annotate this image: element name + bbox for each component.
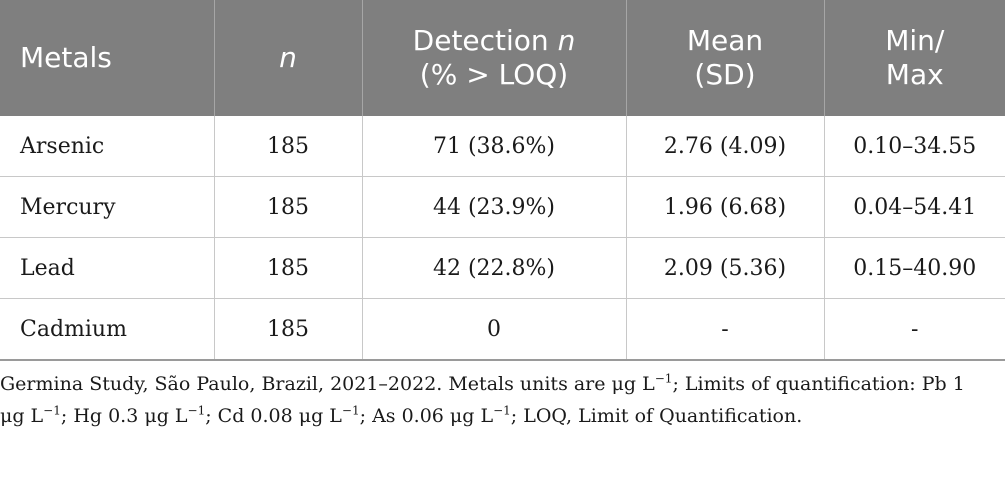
cell-metal: Lead	[0, 237, 214, 299]
footnote-part: ; Limits of quantification: Pb 1 μg L	[0, 373, 965, 427]
footnote-part: ; LOQ, Limit of Quantification.	[510, 405, 803, 427]
cell-n: 185	[213, 116, 362, 177]
header-mean: Mean (SD)	[625, 0, 824, 116]
cell-metal: Arsenic	[0, 116, 214, 177]
header-minmax-line2: Max	[885, 58, 944, 91]
footnote-part: ; As 0.06 μg L	[359, 405, 494, 427]
header-n-label: n	[279, 41, 297, 74]
header-n: n	[213, 0, 362, 116]
cell-detection: 0	[361, 298, 626, 361]
table-row: Mercury 185 44 (23.9%) 1.96 (6.68) 0.04–…	[0, 176, 1005, 238]
footnote-superscript: −1	[341, 403, 360, 418]
cell-mean-sd: -	[625, 298, 824, 361]
footnote-superscript: −1	[43, 403, 61, 418]
cell-metal: Mercury	[0, 176, 214, 238]
header-metals: Metals	[0, 0, 214, 116]
cell-detection: 42 (22.8%)	[361, 237, 626, 299]
cell-mean-sd: 1.96 (6.68)	[625, 176, 824, 238]
table-row: Cadmium 185 0 - -	[0, 298, 1005, 361]
footnote-part: ; Cd 0.08 μg L	[205, 405, 342, 427]
header-detection-n: n	[557, 24, 576, 57]
cell-min-max: 0.15–40.90	[823, 237, 1005, 299]
cell-mean-sd: 2.09 (5.36)	[625, 237, 824, 299]
header-detection-text: Detection	[412, 24, 558, 57]
cell-detection: 71 (38.6%)	[361, 116, 626, 177]
table-footnote: Germina Study, São Paulo, Brazil, 2021–2…	[0, 368, 990, 432]
footnote-superscript: −1	[654, 371, 673, 386]
cell-metal: Cadmium	[0, 298, 214, 361]
footnote-part: ; Hg 0.3 μg L	[60, 405, 188, 427]
cell-n: 185	[213, 298, 362, 361]
header-minmax-line1: Min/	[885, 24, 945, 57]
table-header-row: Metals n Detection n (% > LOQ) Mean (SD)…	[0, 0, 1005, 116]
table-row: Arsenic 185 71 (38.6%) 2.76 (4.09) 0.10–…	[0, 116, 1005, 177]
header-detection-loq: (% > LOQ)	[419, 58, 569, 91]
footnote-part: Germina Study, São Paulo, Brazil, 2021–2…	[0, 373, 655, 395]
metals-table: Metals n Detection n (% > LOQ) Mean (SD)…	[0, 0, 1005, 361]
header-min-max: Min/ Max	[823, 0, 1005, 116]
cell-min-max: 0.04–54.41	[823, 176, 1005, 238]
cell-detection: 44 (23.9%)	[361, 176, 626, 238]
header-mean-line1: Mean	[686, 24, 764, 57]
header-mean-line2: (SD)	[694, 58, 756, 91]
metals-table-container: Metals n Detection n (% > LOQ) Mean (SD)…	[0, 0, 1005, 361]
footnote-superscript: −1	[187, 403, 206, 418]
cell-mean-sd: 2.76 (4.09)	[625, 116, 824, 177]
cell-min-max: 0.10–34.55	[823, 116, 1005, 177]
header-detection: Detection n (% > LOQ)	[361, 0, 626, 116]
table-row: Lead 185 42 (22.8%) 2.09 (5.36) 0.15–40.…	[0, 237, 1005, 299]
cell-n: 185	[213, 176, 362, 238]
footnote-superscript: −1	[493, 403, 511, 418]
cell-n: 185	[213, 237, 362, 299]
cell-min-max: -	[823, 298, 1005, 361]
